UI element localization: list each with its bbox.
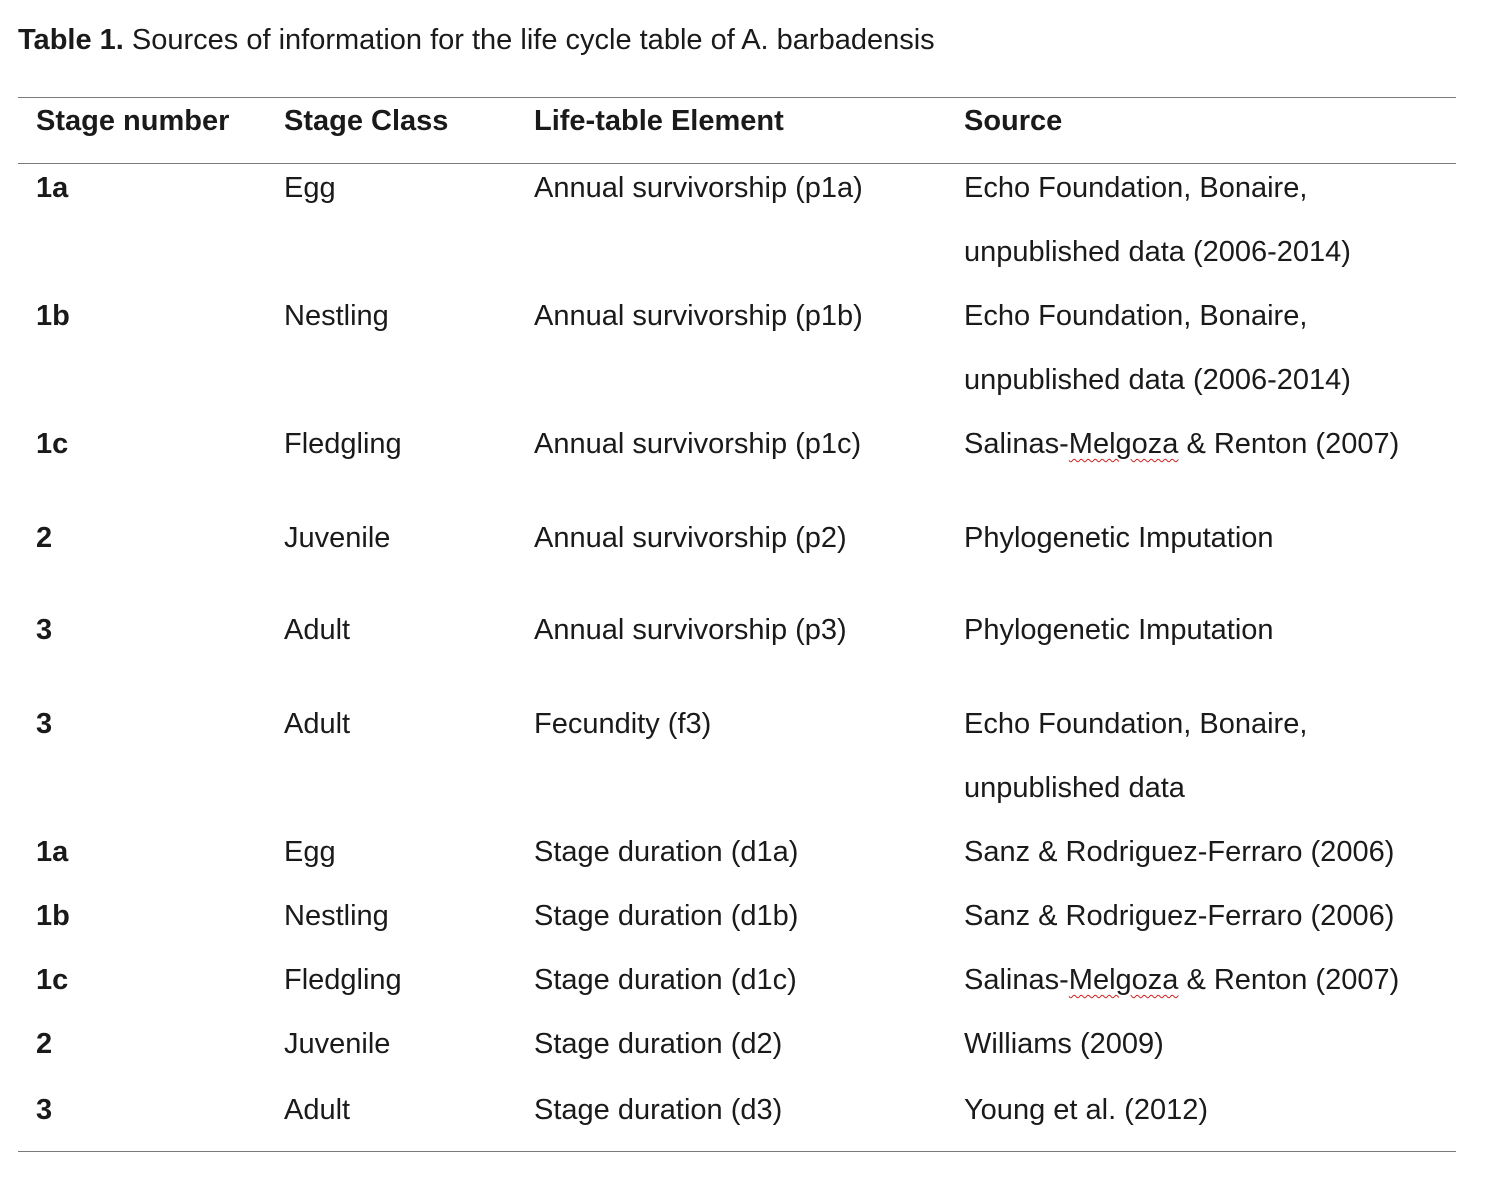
row-stage-number: 1b — [36, 900, 70, 932]
row-stage-class: Adult — [284, 1094, 351, 1126]
table-top-rule — [18, 97, 1456, 98]
row-stage-class: Fledgling — [284, 428, 402, 460]
row-stage-class: Juvenile — [284, 1028, 391, 1060]
row-life-table-element: Stage duration (d1c) — [534, 964, 797, 996]
header-stage-class: Stage Class — [284, 105, 449, 137]
table-header-rule — [18, 163, 1456, 164]
row-life-table-element: Annual survivorship (p1a) — [534, 172, 863, 204]
row-stage-number: 1a — [36, 172, 69, 204]
header-source: Source — [964, 105, 1063, 137]
row-life-table-element: Annual survivorship (p1c) — [534, 428, 862, 460]
row-life-table-element: Stage duration (d1a) — [534, 836, 799, 868]
row-stage-class: Juvenile — [284, 522, 391, 554]
row-source: Echo Foundation, Bonaire, — [964, 708, 1308, 740]
row-stage-class: Egg — [284, 172, 336, 204]
row-source: Echo Foundation, Bonaire, — [964, 172, 1308, 204]
row-source: Phylogenetic Imputation — [964, 522, 1274, 554]
row-life-table-element: Annual survivorship (p3) — [534, 614, 847, 646]
table-caption-text: Sources of information for the life cycl… — [123, 24, 935, 56]
row-stage-class: Adult — [284, 708, 351, 740]
row-life-table-element: Stage duration (d3) — [534, 1094, 783, 1126]
table-caption: Table 1. Sources of information for the … — [18, 20, 935, 60]
row-life-table-element: Stage duration (d2) — [534, 1028, 783, 1060]
row-stage-class: Nestling — [284, 900, 389, 932]
row-source: Williams (2009) — [964, 1028, 1164, 1060]
row-source: Salinas-Melgoza & Renton (2007) — [964, 428, 1400, 460]
row-stage-number: 2 — [36, 1028, 53, 1060]
row-source-continued: unpublished data — [964, 772, 1185, 804]
row-source: Sanz & Rodriguez-Ferraro (2006) — [964, 836, 1395, 868]
row-stage-number: 2 — [36, 522, 53, 554]
row-stage-number: 1a — [36, 836, 69, 868]
row-source: Phylogenetic Imputation — [964, 614, 1274, 646]
row-life-table-element: Stage duration (d1b) — [534, 900, 799, 932]
row-life-table-element: Annual survivorship (p1b) — [534, 300, 863, 332]
row-stage-class: Nestling — [284, 300, 389, 332]
row-stage-number: 3 — [36, 708, 53, 740]
table-bottom-rule — [18, 1151, 1456, 1152]
row-source: Echo Foundation, Bonaire, — [964, 300, 1308, 332]
header-life-table-element: Life-table Element — [534, 105, 784, 137]
row-stage-number: 3 — [36, 614, 53, 646]
row-source: Young et al. (2012) — [964, 1094, 1209, 1126]
row-stage-number: 1c — [36, 428, 69, 460]
row-stage-number: 1c — [36, 964, 69, 996]
spellcheck-underline: Melgoza — [1068, 428, 1179, 460]
row-source: Sanz & Rodriguez-Ferraro (2006) — [964, 900, 1395, 932]
row-life-table-element: Annual survivorship (p2) — [534, 522, 847, 554]
row-source: Salinas-Melgoza & Renton (2007) — [964, 964, 1400, 996]
table-caption-label: Table 1. — [18, 24, 124, 56]
row-stage-class: Egg — [284, 836, 336, 868]
row-stage-class: Adult — [284, 614, 351, 646]
header-stage-number: Stage number — [36, 105, 230, 137]
row-stage-number: 1b — [36, 300, 70, 332]
row-source-continued: unpublished data (2006-2014) — [964, 236, 1351, 268]
row-life-table-element: Fecundity (f3) — [534, 708, 712, 740]
row-source-continued: unpublished data (2006-2014) — [964, 364, 1351, 396]
row-stage-class: Fledgling — [284, 964, 402, 996]
spellcheck-underline: Melgoza — [1068, 964, 1179, 996]
row-stage-number: 3 — [36, 1094, 53, 1126]
